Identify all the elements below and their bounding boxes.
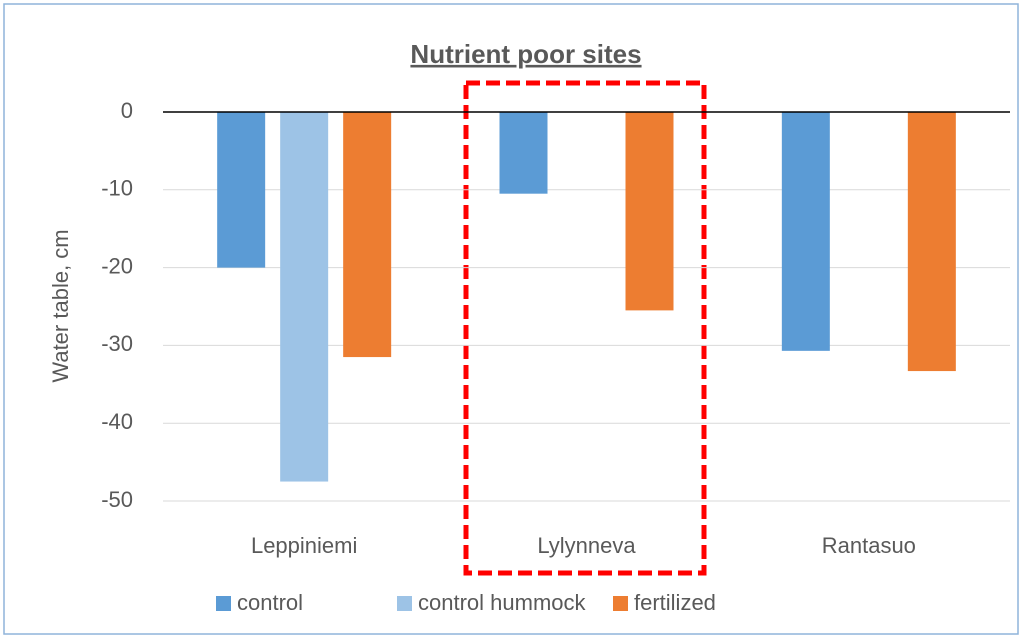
bar bbox=[907, 112, 956, 372]
bar bbox=[343, 112, 392, 358]
bar bbox=[781, 112, 830, 351]
y-tick-label: -40 bbox=[101, 409, 133, 434]
legend-swatch bbox=[613, 596, 628, 611]
legend-swatch bbox=[216, 596, 231, 611]
legend-label: fertilized bbox=[634, 590, 716, 615]
legend-label: control hummock bbox=[418, 590, 587, 615]
legend-swatch bbox=[397, 596, 412, 611]
x-tick-label: Leppiniemi bbox=[251, 533, 357, 558]
y-tick-label: 0 bbox=[121, 98, 133, 123]
chart-frame bbox=[3, 3, 1019, 635]
y-tick-label: -20 bbox=[101, 253, 133, 278]
bar bbox=[499, 112, 548, 194]
bar bbox=[217, 112, 266, 268]
y-axis-label: Water table, cm bbox=[48, 229, 73, 382]
x-tick-label: Rantasuo bbox=[822, 533, 916, 558]
bar bbox=[625, 112, 674, 311]
bar bbox=[280, 112, 329, 482]
chart-title: Nutrient poor sites bbox=[410, 39, 641, 69]
y-tick-label: -30 bbox=[101, 331, 133, 356]
y-tick-label: -50 bbox=[101, 487, 133, 512]
y-tick-label: -10 bbox=[101, 176, 133, 201]
legend-label: control bbox=[237, 590, 303, 615]
x-tick-label: Lylynneva bbox=[537, 533, 636, 558]
highlight-box bbox=[463, 80, 707, 576]
